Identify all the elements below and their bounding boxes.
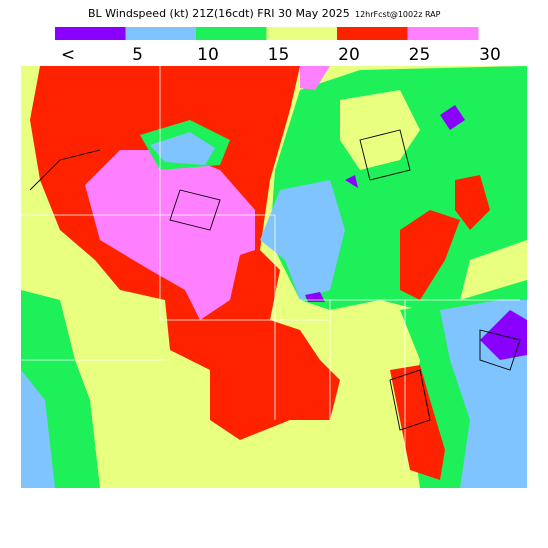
legend-label: 20 xyxy=(338,45,360,65)
legend-swatch xyxy=(266,27,338,40)
legend-label: 5 xyxy=(132,45,143,65)
legend-label: 25 xyxy=(409,45,431,65)
title: BL Windspeed (kt) 21Z(16cdt) FRI 30 May … xyxy=(88,7,350,20)
wind-region xyxy=(440,105,465,130)
wind-region xyxy=(260,180,345,300)
contour-line xyxy=(29,129,521,431)
wind-region xyxy=(390,365,445,480)
map xyxy=(21,66,527,488)
wind-region xyxy=(345,175,358,188)
wind-region xyxy=(305,292,325,302)
wind-region xyxy=(300,66,330,90)
legend-swatch xyxy=(125,27,197,40)
wind-region xyxy=(340,90,420,170)
legend-swatch xyxy=(407,27,479,40)
legend-label: 15 xyxy=(268,45,290,65)
legend-label: 10 xyxy=(197,45,219,65)
legend-label: 30 xyxy=(479,45,501,65)
wind-region xyxy=(150,132,215,165)
legend-label: < xyxy=(61,45,75,65)
run-info: 12hrFcst@1002z RAP xyxy=(355,10,441,19)
wind-region xyxy=(480,310,527,360)
legend: <5 10 15 20 25 30 xyxy=(55,27,501,65)
state-borders xyxy=(21,66,520,470)
legend-swatch xyxy=(196,27,267,40)
wind-region xyxy=(455,175,490,230)
legend-swatch xyxy=(337,27,408,40)
wind-region xyxy=(21,370,55,488)
legend-swatch xyxy=(55,27,126,40)
wind-region xyxy=(400,210,460,300)
wind-region xyxy=(85,150,255,320)
